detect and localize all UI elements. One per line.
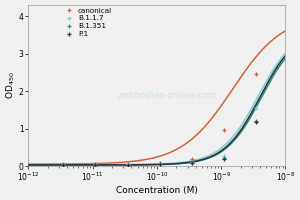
B.1.1.7 xyxy=(94,163,97,166)
B.1.1.7 xyxy=(254,107,258,109)
canonical xyxy=(94,163,97,165)
canonical xyxy=(190,158,194,161)
canonical xyxy=(158,162,161,164)
Line: B.1.351: B.1.351 xyxy=(61,31,291,167)
P.1 xyxy=(61,164,65,166)
P.1 xyxy=(286,33,290,35)
B.1.351 xyxy=(126,163,130,166)
Line: canonical: canonical xyxy=(61,16,291,167)
canonical xyxy=(254,73,258,75)
canonical xyxy=(286,17,290,19)
Line: B.1.1.7: B.1.1.7 xyxy=(61,28,291,167)
B.1.351 xyxy=(94,164,97,166)
Text: antibodies-online.com: antibodies-online.com xyxy=(117,91,217,100)
P.1 xyxy=(190,162,194,164)
P.1 xyxy=(254,121,258,123)
Y-axis label: OD$_{450}$: OD$_{450}$ xyxy=(5,72,17,99)
B.1.1.7 xyxy=(158,162,161,165)
B.1.1.7 xyxy=(190,161,194,164)
Line: P.1: P.1 xyxy=(61,32,291,167)
X-axis label: Concentration (M): Concentration (M) xyxy=(116,186,198,195)
B.1.351 xyxy=(254,120,258,122)
B.1.351 xyxy=(222,157,226,159)
P.1 xyxy=(126,163,130,166)
P.1 xyxy=(222,157,226,160)
B.1.1.7 xyxy=(222,154,226,157)
P.1 xyxy=(94,163,97,166)
P.1 xyxy=(158,163,161,165)
B.1.351 xyxy=(158,163,161,165)
B.1.1.7 xyxy=(286,29,290,32)
B.1.1.7 xyxy=(126,163,130,165)
canonical xyxy=(61,163,65,165)
canonical xyxy=(126,163,130,165)
B.1.351 xyxy=(190,162,194,164)
B.1.351 xyxy=(61,164,65,166)
B.1.351 xyxy=(286,32,290,34)
B.1.1.7 xyxy=(61,163,65,166)
canonical xyxy=(222,129,226,132)
Legend: canonical, B.1.1.7, B.1.351, P.1: canonical, B.1.1.7, B.1.351, P.1 xyxy=(63,7,113,38)
